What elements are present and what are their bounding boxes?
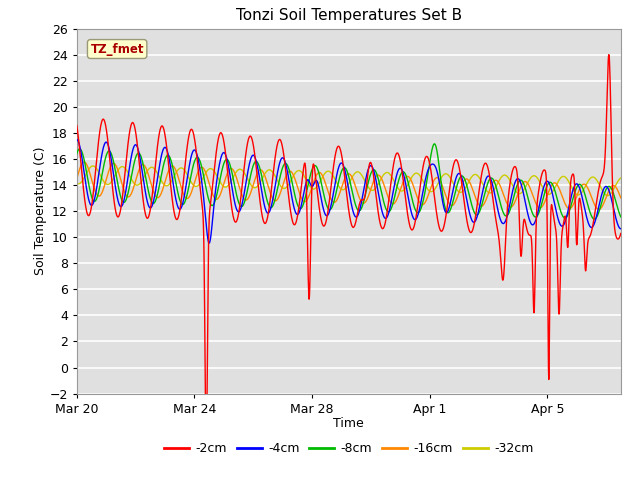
Text: TZ_fmet: TZ_fmet [90, 43, 144, 56]
-32cm [604, 192, 611, 198]
-2cm [617, 230, 625, 236]
Line: -2cm: -2cm [77, 55, 621, 455]
-4cm [602, 184, 609, 190]
Line: -16cm: -16cm [77, 162, 621, 209]
-32cm [89, 163, 97, 169]
-4cm [575, 184, 583, 190]
-16cm [602, 195, 610, 201]
-2cm [575, 196, 583, 202]
-16cm [80, 159, 88, 165]
-4cm [440, 203, 447, 208]
-32cm [440, 172, 447, 178]
-8cm [617, 214, 625, 220]
-8cm [431, 141, 438, 147]
-2cm [463, 214, 470, 220]
-4cm [294, 211, 302, 217]
X-axis label: Time: Time [333, 417, 364, 430]
-2cm [140, 203, 148, 209]
-32cm [73, 180, 81, 186]
Line: -4cm: -4cm [77, 140, 621, 243]
-16cm [617, 195, 625, 201]
-32cm [294, 168, 302, 173]
-4cm [140, 180, 148, 186]
-32cm [575, 192, 583, 198]
-16cm [463, 176, 470, 182]
-8cm [591, 216, 598, 222]
-4cm [205, 240, 213, 246]
Line: -8cm: -8cm [77, 144, 621, 219]
-16cm [73, 176, 81, 181]
Legend: -2cm, -4cm, -8cm, -16cm, -32cm: -2cm, -4cm, -8cm, -16cm, -32cm [159, 437, 539, 460]
Title: Tonzi Soil Temperatures Set B: Tonzi Soil Temperatures Set B [236, 9, 462, 24]
Y-axis label: Soil Temperature (C): Soil Temperature (C) [34, 147, 47, 276]
-8cm [602, 187, 610, 193]
-8cm [440, 196, 447, 202]
-32cm [140, 174, 148, 180]
-16cm [440, 186, 447, 192]
-4cm [463, 195, 470, 201]
-8cm [140, 165, 148, 171]
-2cm [202, 452, 210, 458]
-16cm [140, 162, 148, 168]
-2cm [605, 52, 612, 58]
-8cm [463, 181, 470, 187]
-4cm [617, 226, 625, 232]
-8cm [294, 203, 301, 208]
Line: -32cm: -32cm [77, 166, 621, 195]
-2cm [440, 226, 447, 231]
-16cm [294, 186, 302, 192]
-8cm [73, 151, 81, 156]
-2cm [602, 145, 609, 151]
-32cm [463, 183, 470, 189]
-32cm [617, 175, 625, 181]
-32cm [602, 192, 609, 198]
-16cm [595, 206, 603, 212]
-16cm [575, 187, 583, 193]
-2cm [73, 123, 81, 129]
-2cm [294, 210, 302, 216]
-4cm [73, 137, 81, 143]
-8cm [575, 181, 583, 187]
